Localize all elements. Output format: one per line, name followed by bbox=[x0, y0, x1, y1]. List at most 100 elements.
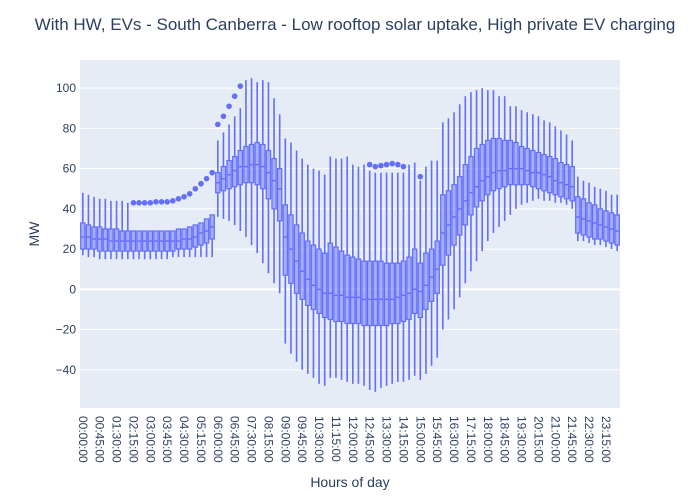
box-17:45:00 bbox=[479, 88, 485, 252]
box-16:00:00 bbox=[440, 122, 446, 330]
box-body bbox=[591, 204, 598, 240]
box-body bbox=[456, 176, 463, 236]
box-21:45:00 bbox=[569, 140, 575, 209]
box-body bbox=[293, 224, 300, 294]
box-body bbox=[614, 214, 620, 246]
x-tick-label: 09:00:00 bbox=[278, 416, 292, 463]
box-body bbox=[575, 196, 581, 234]
box-08:45:00 bbox=[276, 114, 283, 294]
outlier-point bbox=[215, 121, 221, 128]
outlier-point bbox=[231, 93, 238, 100]
box-body bbox=[569, 166, 575, 202]
box-19:00:00 bbox=[507, 106, 514, 215]
box-16:30:00 bbox=[451, 112, 457, 310]
box-09:45:00 bbox=[299, 158, 305, 370]
box-body bbox=[428, 248, 435, 302]
box-03:45:00 bbox=[164, 199, 170, 260]
box-body bbox=[603, 210, 609, 242]
box-19:45:00 bbox=[524, 112, 530, 203]
box-18:00:00 bbox=[485, 90, 491, 242]
box-body bbox=[513, 141, 519, 186]
box-body bbox=[372, 260, 379, 327]
x-axis-label: Hours of day bbox=[310, 474, 389, 490]
x-tick-label: 21:45:00 bbox=[565, 416, 579, 463]
x-tick-label: 02:15:00 bbox=[126, 416, 140, 463]
box-16:15:00 bbox=[445, 118, 452, 320]
box-08:30:00 bbox=[271, 98, 277, 284]
box-body bbox=[361, 260, 367, 327]
box-06:00:00 bbox=[215, 121, 221, 217]
box-09:15:00 bbox=[288, 142, 294, 354]
box-07:30:00 bbox=[248, 78, 255, 246]
box-body bbox=[546, 155, 553, 194]
outlier-point bbox=[389, 160, 395, 167]
box-05:30:00 bbox=[203, 175, 210, 258]
box-plots bbox=[80, 78, 620, 392]
box-body bbox=[237, 149, 244, 186]
box-13:30:00 bbox=[383, 161, 390, 386]
box-body bbox=[411, 248, 418, 315]
box-body bbox=[434, 240, 440, 294]
box-body bbox=[265, 149, 272, 200]
box-body bbox=[389, 262, 395, 325]
x-tick-label: 18:45:00 bbox=[498, 416, 512, 463]
box-10:45:00 bbox=[321, 174, 328, 386]
box-21:30:00 bbox=[563, 134, 570, 205]
box-body bbox=[316, 248, 322, 315]
box-03:15:00 bbox=[153, 199, 159, 260]
box-body bbox=[310, 244, 317, 311]
box-22:45:00 bbox=[591, 186, 598, 246]
outlier-point bbox=[192, 185, 199, 192]
box-07:15:00 bbox=[243, 80, 249, 238]
x-tick-label: 00:00:00 bbox=[76, 416, 90, 463]
box-body bbox=[276, 168, 283, 222]
y-tick-label: −20 bbox=[56, 323, 77, 337]
box-body bbox=[468, 155, 474, 216]
box-13:00:00 bbox=[372, 163, 379, 392]
x-tick-label: 23:15:00 bbox=[599, 416, 613, 463]
y-tick-label: 100 bbox=[56, 81, 76, 95]
box-body bbox=[423, 252, 429, 311]
x-tick-label: 06:45:00 bbox=[228, 416, 242, 463]
box-body bbox=[366, 260, 373, 327]
x-tick-label: 19:30:00 bbox=[515, 416, 529, 463]
x-tick-label: 16:30:00 bbox=[447, 416, 461, 463]
box-12:15:00 bbox=[355, 166, 362, 384]
box-12:45:00 bbox=[366, 161, 373, 390]
box-14:45:00 bbox=[411, 162, 418, 376]
box-08:00:00 bbox=[260, 80, 266, 264]
box-23:30:00 bbox=[608, 194, 615, 250]
y-axis-label: MW bbox=[26, 221, 42, 247]
y-tick-label: 0 bbox=[69, 282, 76, 296]
box-body bbox=[321, 252, 328, 319]
box-14:15:00 bbox=[400, 163, 407, 382]
outlier-point bbox=[226, 103, 232, 110]
box-15:00:00 bbox=[417, 173, 424, 380]
box-04:00:00 bbox=[170, 198, 176, 258]
box-01:15:00 bbox=[108, 200, 114, 260]
box-body bbox=[80, 222, 86, 250]
x-tick-label: 03:00:00 bbox=[143, 416, 157, 463]
y-tick-label: 80 bbox=[63, 121, 77, 135]
x-tick-label: 12:00:00 bbox=[346, 416, 360, 463]
plot-area bbox=[80, 60, 620, 408]
box-02:15:00 bbox=[130, 200, 137, 260]
box-03:30:00 bbox=[158, 199, 165, 260]
box-12:30:00 bbox=[361, 164, 367, 386]
x-tick-label: 14:15:00 bbox=[396, 416, 410, 463]
box-body bbox=[338, 250, 345, 323]
x-tick-label: 08:15:00 bbox=[261, 416, 275, 463]
x-tick-label: 06:00:00 bbox=[211, 416, 225, 463]
x-tick-label: 03:45:00 bbox=[160, 416, 174, 463]
outlier-point bbox=[136, 200, 142, 206]
outlier-point bbox=[237, 83, 244, 89]
box-17:00:00 bbox=[462, 96, 469, 284]
box-11:30:00 bbox=[338, 158, 345, 380]
box-00:15:00 bbox=[85, 194, 92, 258]
box-01:30:00 bbox=[113, 200, 120, 260]
box-22:30:00 bbox=[586, 182, 592, 244]
box-20:45:00 bbox=[546, 122, 553, 201]
box-02:45:00 bbox=[141, 200, 148, 260]
outlier-point bbox=[147, 200, 154, 206]
box-body bbox=[563, 164, 570, 200]
